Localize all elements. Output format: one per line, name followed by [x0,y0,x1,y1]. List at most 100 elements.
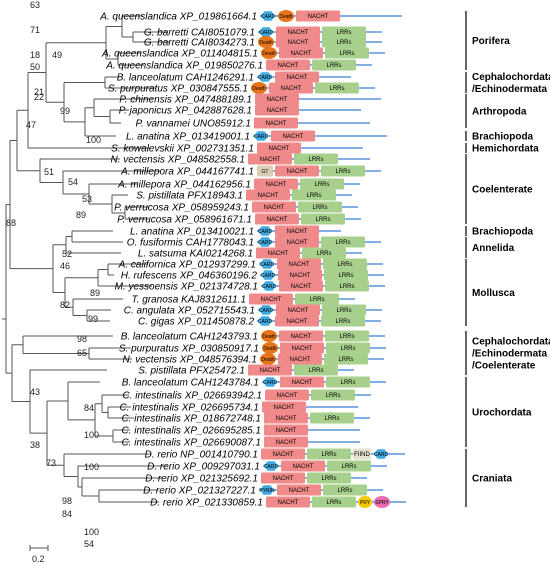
domain-label: NACHT [291,51,312,57]
domain-label: LRRs [338,273,353,279]
support-value: 43 [30,387,40,397]
lrrs-domain [294,364,338,376]
domain-label: NACHT [291,334,312,340]
support-value: 47 [26,120,36,130]
domain-label: LRRs [341,464,356,470]
nacht-domain [265,389,309,401]
domain-label: Death [252,86,266,92]
group-label: Hemichordata [472,144,539,155]
taxon-label: C. gigas XP_011450878.2 [138,317,254,328]
card-domain [262,281,276,291]
lrrs-domain [322,304,366,316]
support-value: 71 [30,25,40,35]
group-label: /Coelenterate [472,361,536,372]
taxon-label: P. verrucosa XP_058961671.1 [117,215,252,226]
support-value: 82 [60,300,70,310]
domain-label: Death [262,334,276,340]
domain-label: NACHT [278,63,299,69]
domain-label: NACHT [288,30,309,36]
support-value: 98 [62,496,72,506]
card-domain [264,461,278,471]
lrrs-domain [324,353,368,365]
group-label: Urochordata [472,408,532,419]
nacht-domain [275,165,319,177]
taxon-label: P. verrucosa XP_058959243.1 [114,203,249,214]
nacht-domain [262,401,306,413]
domain-label: LRRs [316,251,331,257]
taxon-label: A. californica XP_012937299.1 [118,260,256,271]
taxon-label: C. intestinalis XP_018672748.1 [121,414,261,425]
domain-label: LRRs [340,346,355,352]
nacht-domain [279,280,323,292]
domain-label: GT [262,169,269,175]
domain-label: LRRs [306,193,321,199]
support-value: 52 [62,249,72,259]
domain-label: LRRs [309,297,324,303]
nacht-domain [269,82,313,94]
nacht-domain [277,258,321,270]
domain-label: NACHT [268,251,289,257]
taxon-label: P. japonicus XP_042887628.1 [119,106,252,117]
death-domain [258,36,274,48]
card-domain [258,226,272,236]
domain-label: PRY [360,500,371,506]
taxon-label: M. yessoensis XP_021374728.1 [115,282,258,293]
scale-bar: 0.2 [29,545,49,564]
domain-label: CARD [262,284,277,290]
group-label: /Echinodermata [472,349,547,360]
nacht-domain [277,484,321,496]
domain-label: NACHT [290,273,311,279]
domain-label: NACHT [292,380,313,386]
nacht-domain [249,293,293,305]
group-label: Arthropoda [472,107,527,118]
nacht-domain [257,142,301,154]
nacht-domain [275,315,319,327]
taxon-label: S. purpuratus XP_030847555.1 [108,84,248,95]
domain-label: LRRs [329,86,344,92]
nacht-domain [271,130,315,142]
card-domain [258,237,272,247]
taxon-label: C. intestinalis XP_026695285.1 [121,426,261,437]
domain-label: NACHT [288,40,309,46]
domain-label: LRRs [308,368,323,374]
domain-label: LRRs [337,488,352,494]
lrrs-domain [324,269,368,281]
domain-label: PYRIN [259,488,275,494]
domain-label: NACHT [287,75,308,81]
support-value: 84 [84,403,94,413]
domain-label: NACHT [276,428,297,434]
domain-label: LRRs [325,393,340,399]
nacht-domain [254,117,298,129]
domain-label: LRRs [335,240,350,246]
lrrs-domain [301,213,345,225]
domain-label: NACHT [283,134,304,140]
support-value: 100 [86,135,101,145]
gt-domain [257,165,273,177]
taxon-label: T. granosa KAJ8312611.1 [131,295,246,306]
taxon-label: B. lanceolatum CAH1243793.1 [121,332,258,343]
card-domain [261,11,275,21]
taxon-label: L. satsuma KAI0214268.1 [138,249,253,260]
taxonomic-groups: Porifera Cephalochordata/Echinodermata Art… [465,11,550,507]
taxon-label: C. intestinalis XP_026690087.1 [121,438,261,449]
taxon-label: C. intestinalis XP_026693942.1 [122,391,262,402]
taxon-label: D. rerio NP_001410790.1 [145,450,258,461]
group-label: Coelenterate [472,185,533,196]
lrrs-domain [325,280,369,292]
domain-label: FIIND [354,452,370,458]
support-value: 53 [82,194,92,204]
nacht-domain [296,10,340,22]
support-value: 99 [88,314,98,324]
group-label: Cephalochordata [472,337,550,348]
domain-label: LRRs [337,262,352,268]
taxon-label: D. rerio XP_009297031.1 [147,462,260,473]
taxon-label: B. lanceolatum CAH1243784.1 [122,378,259,389]
fiind-domain [353,448,371,460]
lrrs-domain [326,342,370,354]
taxon-labels: A. queenslandica XP_019861664.1 G. barret… [99,12,263,509]
domain-label: CARD [263,380,278,386]
lrrs-domain [322,26,366,38]
lrrs-domain [326,376,370,388]
domain-label: CARD [374,452,389,458]
